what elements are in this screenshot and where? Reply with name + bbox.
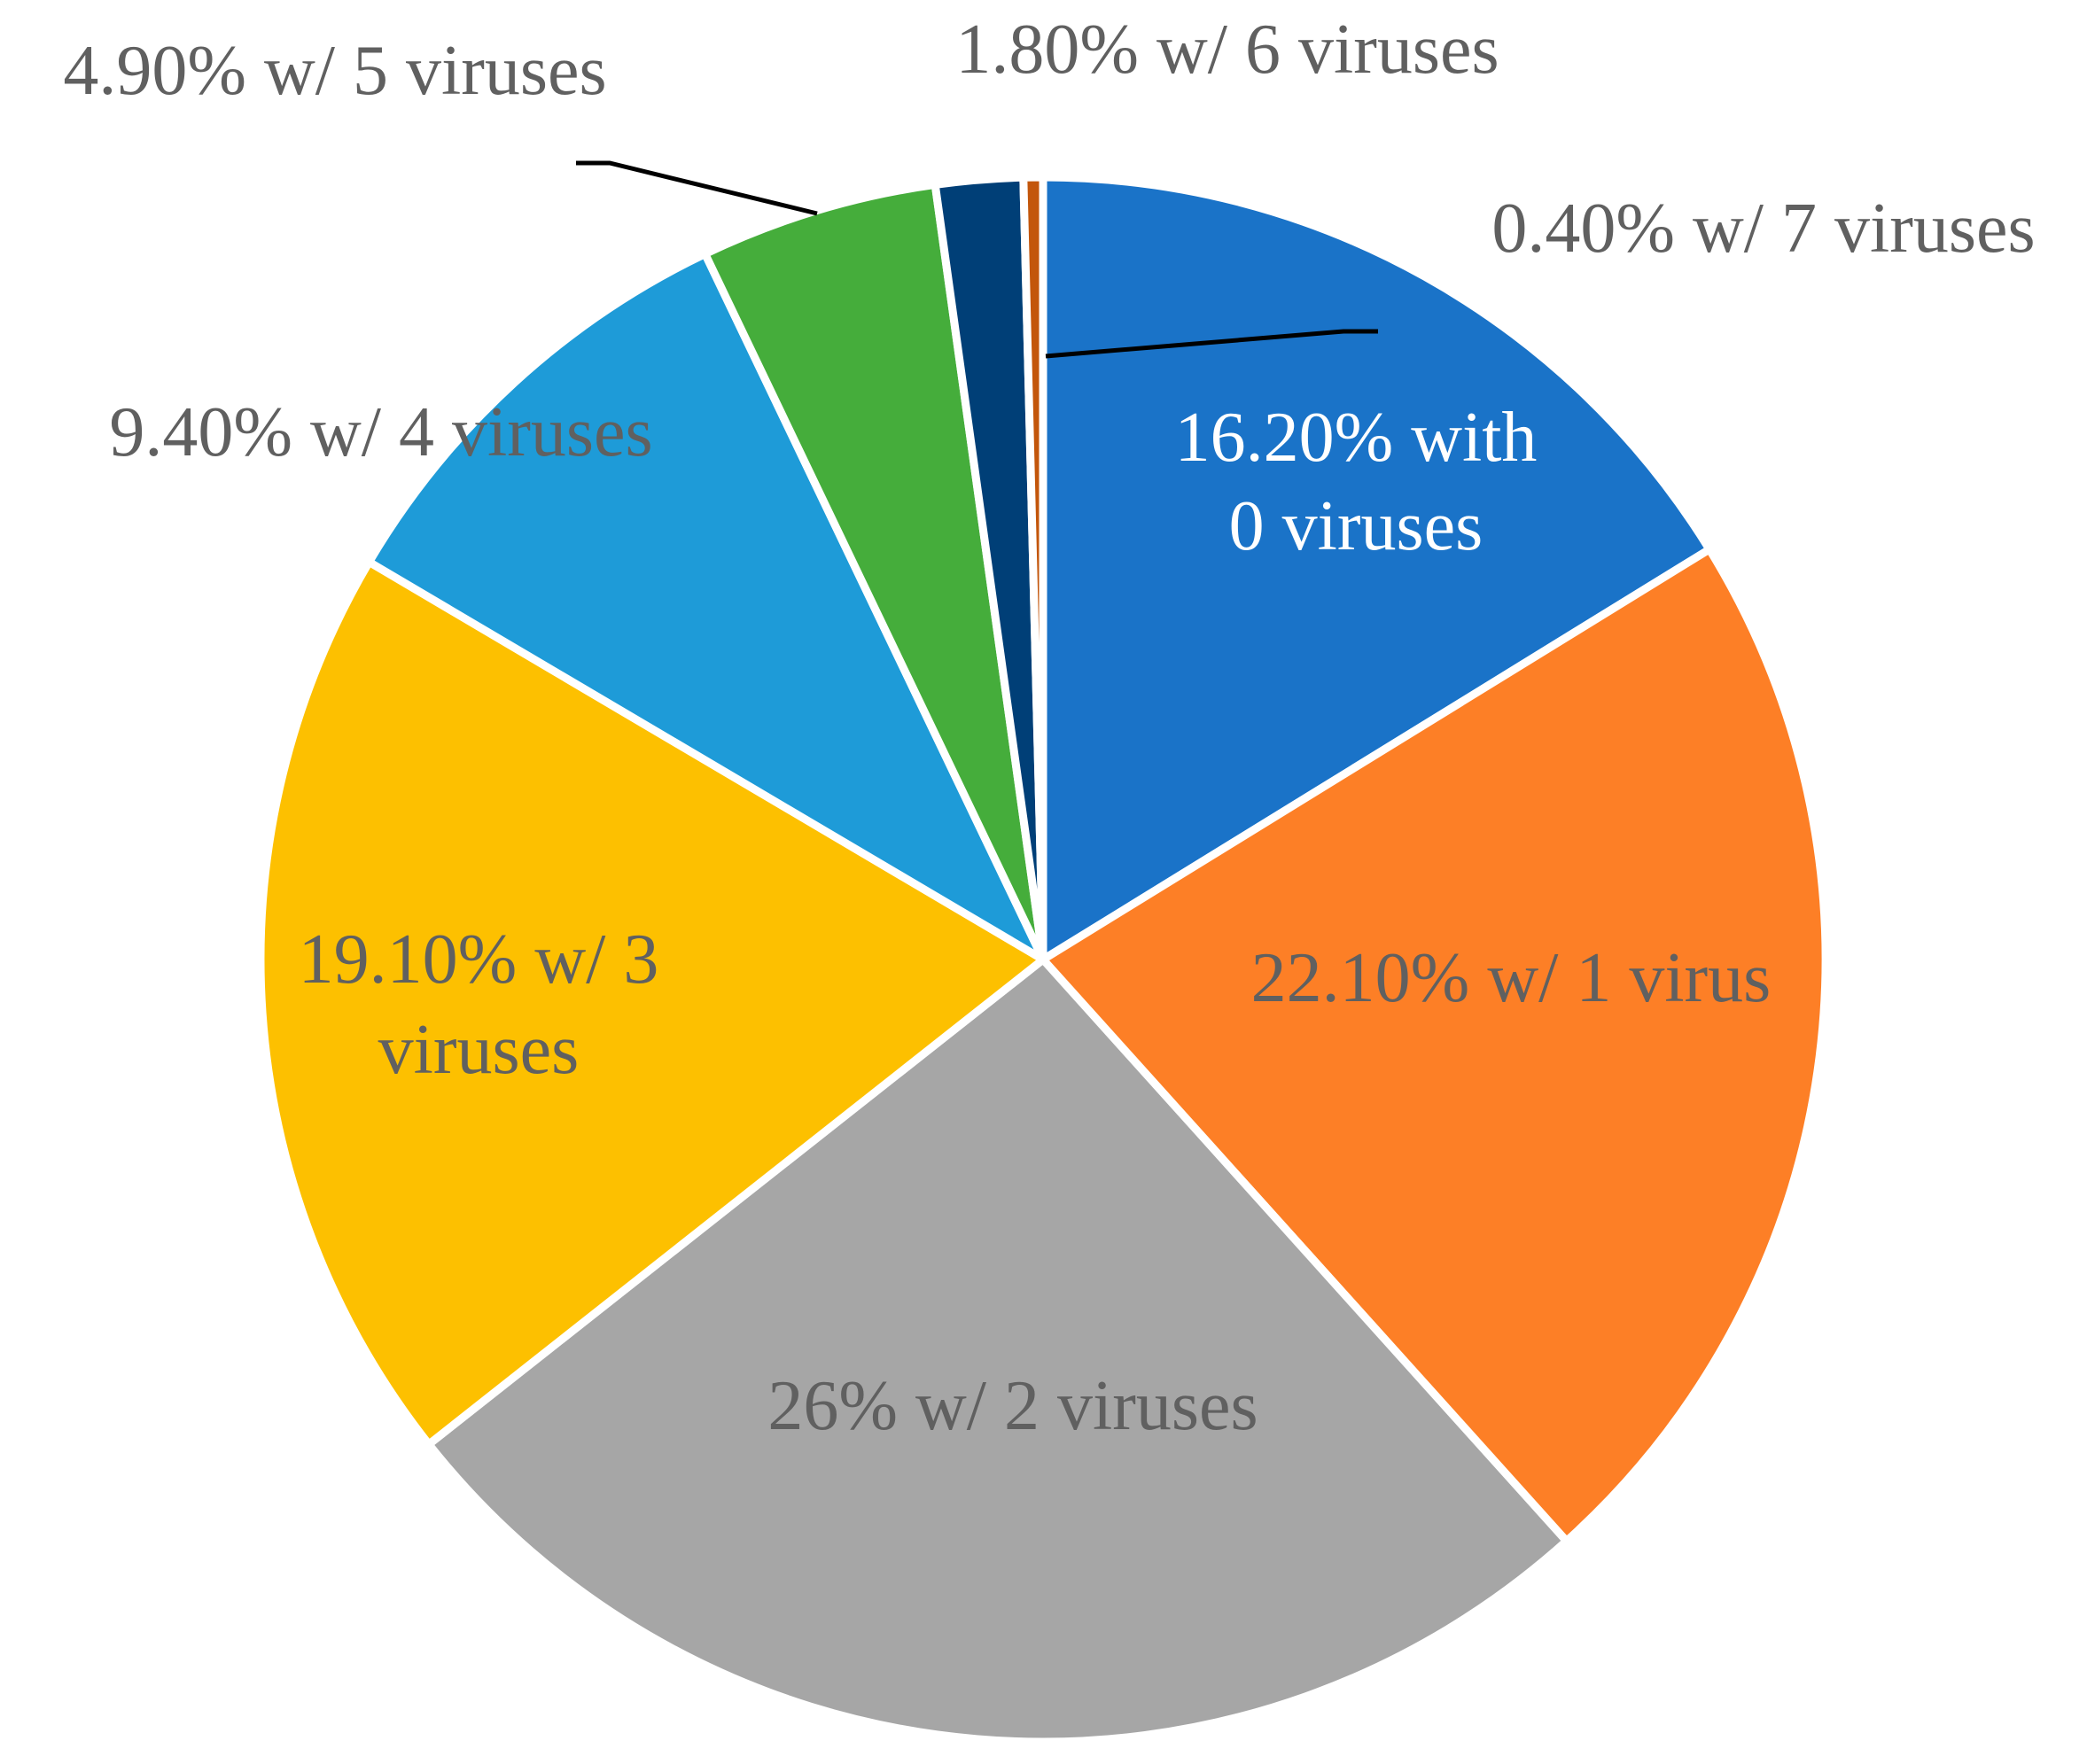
slice-label-2: 26% w/ 2 viruses bbox=[767, 1367, 1258, 1445]
slice-label-line: viruses bbox=[378, 1011, 580, 1089]
pie-slice-1 bbox=[1037, 543, 1830, 1547]
slice-label-3: 19.10% w/ 3 viruses bbox=[299, 921, 659, 1089]
slice-label-5: 4.90% w/ 5 viruses bbox=[63, 32, 606, 110]
slice-label-4: 9.40% w/ 4 viruses bbox=[109, 393, 652, 471]
slice-label-line: 22.10% w/ 1 virus bbox=[1251, 939, 1772, 1017]
pie-slice-4 bbox=[363, 248, 1053, 970]
pie-slice-2 bbox=[423, 953, 1572, 1746]
slice-label-0: 16.20% with 0 viruses bbox=[1175, 399, 1538, 565]
slice-label-line: 0 viruses bbox=[1229, 487, 1483, 565]
pie-slice-7 bbox=[1019, 173, 1047, 960]
leader-line-5 bbox=[576, 160, 818, 216]
pie-slice-3 bbox=[256, 556, 1050, 1450]
slice-label-7: 0.40% w/ 7 viruses bbox=[1491, 190, 2035, 268]
slice-label-line: 26% w/ 2 viruses bbox=[767, 1367, 1258, 1445]
slice-labels: 16.20% with 0 viruses 22.10% w/ 1 virus 26%… bbox=[63, 11, 2035, 1445]
slice-label-line: 9.40% w/ 4 viruses bbox=[109, 393, 652, 471]
pie-slice-0 bbox=[1039, 173, 1716, 967]
leader-lines bbox=[576, 160, 1378, 359]
slice-label-line: 4.90% w/ 5 viruses bbox=[63, 32, 606, 110]
slice-label-line: 0.40% w/ 7 viruses bbox=[1491, 190, 2035, 268]
pie-slices bbox=[256, 173, 1830, 1746]
slice-label-1: 22.10% w/ 1 virus bbox=[1251, 939, 1772, 1017]
slice-label-line: 16.20% with bbox=[1175, 399, 1538, 477]
slice-label-line: 19.10% w/ 3 bbox=[299, 921, 659, 999]
slice-label-line: 1.80% w/ 6 viruses bbox=[955, 11, 1499, 89]
leader-line-7 bbox=[1045, 329, 1378, 359]
slice-label-6: 1.80% w/ 6 viruses bbox=[955, 11, 1499, 89]
